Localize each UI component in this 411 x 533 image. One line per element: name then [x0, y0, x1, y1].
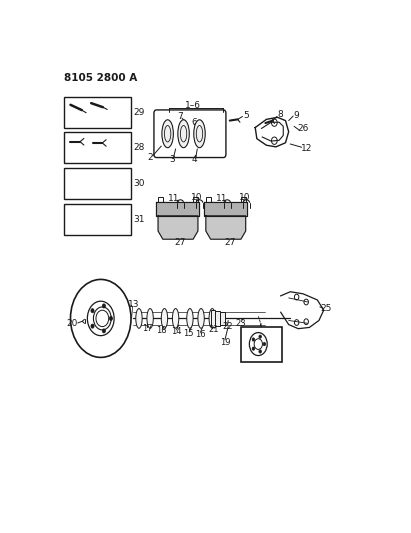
Bar: [210, 310, 215, 327]
Text: 15: 15: [183, 329, 194, 338]
Ellipse shape: [194, 120, 205, 148]
Text: 3: 3: [169, 156, 175, 165]
Text: 18: 18: [156, 326, 166, 335]
Circle shape: [263, 342, 266, 346]
Bar: [240, 197, 246, 202]
Text: 8105 2800 A: 8105 2800 A: [64, 74, 137, 83]
Circle shape: [252, 338, 255, 341]
Bar: [88, 117, 92, 123]
Bar: [64, 168, 131, 199]
Text: 20: 20: [67, 319, 78, 328]
Circle shape: [259, 335, 261, 338]
Ellipse shape: [147, 309, 153, 328]
Ellipse shape: [178, 120, 189, 148]
Text: 2: 2: [147, 152, 153, 161]
Bar: [64, 97, 131, 127]
Text: 30: 30: [133, 179, 145, 188]
Ellipse shape: [161, 309, 168, 328]
Circle shape: [91, 309, 94, 313]
Bar: [241, 327, 282, 361]
Circle shape: [91, 324, 94, 328]
Text: 12: 12: [300, 143, 312, 152]
Text: 5: 5: [243, 111, 249, 120]
Text: 26: 26: [297, 124, 309, 133]
Text: 27: 27: [224, 238, 236, 247]
Text: 4: 4: [191, 156, 197, 165]
Polygon shape: [158, 216, 198, 239]
Circle shape: [109, 317, 113, 320]
Text: 29: 29: [133, 108, 145, 117]
Polygon shape: [157, 202, 199, 216]
Ellipse shape: [209, 309, 215, 328]
Polygon shape: [206, 216, 246, 239]
Text: 27: 27: [175, 238, 186, 247]
Text: 21: 21: [208, 326, 219, 334]
Ellipse shape: [187, 309, 193, 328]
Text: 7: 7: [178, 112, 183, 121]
Text: 18A: 18A: [265, 351, 282, 360]
Circle shape: [252, 347, 255, 350]
Text: 11: 11: [216, 194, 228, 203]
Ellipse shape: [136, 309, 142, 328]
Circle shape: [102, 304, 106, 308]
Text: 31: 31: [133, 215, 145, 224]
Text: 13: 13: [129, 300, 140, 309]
Bar: [206, 197, 211, 202]
Text: 24: 24: [253, 327, 264, 336]
Text: 17: 17: [142, 324, 152, 333]
Text: 10: 10: [239, 193, 251, 202]
Text: 8: 8: [278, 110, 284, 119]
Circle shape: [102, 329, 106, 333]
Bar: [64, 204, 131, 235]
Text: 25: 25: [320, 304, 332, 313]
Ellipse shape: [173, 309, 179, 328]
Bar: [95, 151, 98, 157]
Ellipse shape: [198, 309, 204, 328]
Bar: [74, 116, 78, 121]
Text: 23: 23: [236, 319, 246, 328]
Text: 16: 16: [195, 329, 206, 338]
Ellipse shape: [162, 120, 173, 148]
Text: 11: 11: [168, 194, 180, 203]
Text: 6: 6: [191, 118, 197, 127]
Text: 1–6: 1–6: [185, 101, 201, 110]
Bar: [158, 197, 163, 202]
Bar: [64, 133, 131, 163]
Bar: [220, 312, 225, 325]
Text: 19: 19: [220, 338, 230, 347]
Bar: [215, 311, 220, 326]
Text: 14: 14: [171, 327, 182, 336]
Text: 10: 10: [191, 193, 202, 202]
Bar: [193, 197, 198, 202]
Polygon shape: [204, 202, 247, 216]
Text: 9: 9: [294, 111, 300, 120]
Text: 28: 28: [133, 143, 145, 152]
Circle shape: [259, 350, 261, 353]
Text: 22: 22: [222, 322, 233, 331]
Bar: [75, 151, 79, 157]
